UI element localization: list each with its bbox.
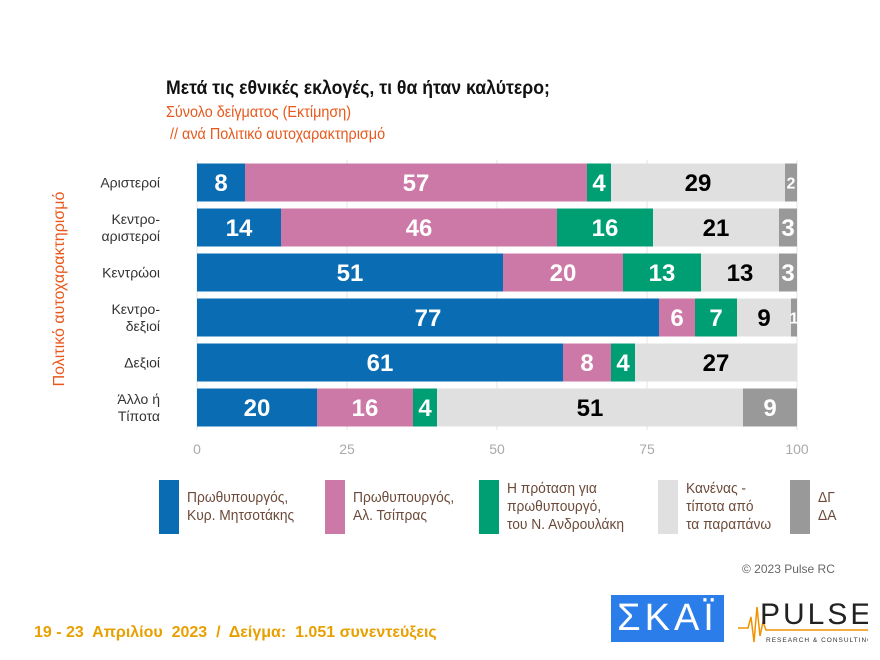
category-label: Άλλο ή	[117, 391, 160, 407]
category-label: Κεντρο-	[111, 301, 160, 317]
category-label: Αριστεροί	[100, 175, 160, 191]
data-label: 4	[592, 170, 606, 197]
x-tick-label: 25	[339, 441, 355, 457]
data-label: 29	[685, 170, 712, 197]
chart-subtitle-2: // ανά Πολιτικό αυτοχαρακτηρισμό	[166, 126, 386, 143]
category-label: Τίποτα	[118, 408, 160, 424]
data-label: 6	[670, 305, 683, 332]
data-label: 13	[727, 260, 754, 287]
legend-swatch	[658, 480, 678, 534]
legend-item: ΔΓ ΔΑ	[790, 480, 845, 534]
legend-label: ΔΓ ΔΑ	[818, 489, 837, 524]
bar-segment	[557, 208, 653, 247]
data-label: 8	[214, 170, 227, 197]
data-label: 20	[550, 260, 577, 287]
data-label: 20	[244, 395, 271, 422]
bar-segment	[701, 253, 779, 292]
bar-segment	[245, 163, 587, 202]
data-label: 51	[337, 260, 364, 287]
legend-label: Πρωθυπουργός, Κυρ. Μητσοτάκης	[187, 489, 295, 524]
copyright: © 2023 Pulse RC	[742, 562, 835, 576]
x-tick-label: 50	[489, 441, 505, 457]
bar-segment	[611, 163, 785, 202]
data-label: 3	[781, 260, 794, 287]
bar-segment	[437, 388, 743, 427]
bar-segment	[743, 388, 797, 427]
data-label: 51	[577, 395, 604, 422]
data-label: 7	[709, 305, 722, 332]
bar-segment	[197, 298, 659, 337]
x-tick-label: 100	[785, 441, 809, 457]
svg-text:PULSE: PULSE	[760, 598, 868, 631]
legend-swatch	[325, 480, 345, 534]
bar-segment	[197, 253, 503, 292]
bar-segment	[611, 343, 635, 382]
legend-item: Πρωθυπουργός, Κυρ. Μητσοτάκης	[159, 480, 303, 534]
data-label: 9	[763, 395, 776, 422]
bar-segment	[737, 298, 791, 337]
bar-segment	[197, 388, 317, 427]
legend-swatch	[790, 480, 810, 534]
data-label: 21	[703, 215, 730, 242]
bar-segment	[623, 253, 701, 292]
data-label: 4	[616, 350, 630, 377]
category-label: Δεξιοί	[124, 355, 160, 371]
bar-segment	[653, 208, 779, 247]
bar-segment	[563, 343, 611, 382]
data-label: 14	[226, 215, 253, 242]
chart-title: Μετά τις εθνικές εκλογές, τι θα ήταν καλ…	[166, 78, 550, 99]
x-tick-label: 75	[639, 441, 655, 457]
category-label: δεξιοί	[126, 318, 160, 334]
bar-segment	[413, 388, 437, 427]
bar-segment	[317, 388, 413, 427]
bar-segment	[779, 208, 797, 247]
data-label: 4	[418, 395, 432, 422]
bar-segment	[635, 343, 797, 382]
svg-text:RESEARCH & CONSULTING: RESEARCH & CONSULTING	[766, 637, 868, 644]
chart-subtitle: Σύνολο δείγματος (Εκτίμηση)	[166, 104, 352, 121]
bar-segment	[779, 253, 797, 292]
data-label: 1	[790, 310, 799, 327]
data-label: 16	[592, 215, 619, 242]
legend-swatch	[159, 480, 179, 534]
data-label: 9	[757, 305, 770, 332]
legend-item: Η πρόταση για πρωθυπουργό, του Ν. Ανδρουλά…	[479, 480, 634, 534]
bar-segment	[197, 208, 281, 247]
legend-label: Κανένας - τίποτα από τα παραπάνω	[686, 480, 772, 533]
legend-label: Η πρόταση για πρωθυπουργό, του Ν. Ανδρουλά…	[507, 480, 625, 533]
data-label: 2	[787, 175, 796, 192]
skai-logo: ΣΚΑΪ	[611, 595, 724, 642]
pulse-logo: PULSE RESEARCH & CONSULTING	[738, 598, 868, 644]
data-label: 3	[781, 215, 794, 242]
data-label: 57	[403, 170, 430, 197]
legend-item: Κανένας - τίποτα από τα παραπάνω	[658, 480, 779, 534]
x-tick-label: 0	[193, 441, 201, 457]
data-label: 61	[367, 350, 394, 377]
legend-label: Πρωθυπουργός, Αλ. Τσίπρας	[353, 489, 455, 524]
stacked-bar-chart: 0 25 50 75 100 Αριστεροί 8 57 4 29 2 Κεντρο-αριστερ…	[100, 160, 809, 457]
data-label: 13	[649, 260, 676, 287]
bar-segment	[791, 298, 797, 337]
data-label: 16	[352, 395, 379, 422]
bar-segment	[785, 163, 797, 202]
bar-segment	[695, 298, 737, 337]
legend-swatch	[479, 480, 499, 534]
bar-segment	[659, 298, 695, 337]
bar-segment	[197, 163, 245, 202]
category-label: αριστεροί	[102, 228, 160, 244]
footer-sample-info: 19 - 23 Απριλίου 2023 / Δείγμα: 1.051 συ…	[34, 624, 437, 641]
bar-segment	[503, 253, 623, 292]
bar-segment	[197, 343, 563, 382]
data-label: 77	[415, 305, 442, 332]
bar-segment	[281, 208, 557, 247]
category-label: Κεντρο-	[111, 211, 160, 227]
data-label: 46	[406, 215, 433, 242]
legend-item: Πρωθυπουργός, Αλ. Τσίπρας	[325, 480, 463, 534]
data-label: 8	[580, 350, 593, 377]
category-label: Κεντρώοι	[102, 265, 160, 281]
data-label: 27	[703, 350, 730, 377]
bar-segment	[587, 163, 611, 202]
